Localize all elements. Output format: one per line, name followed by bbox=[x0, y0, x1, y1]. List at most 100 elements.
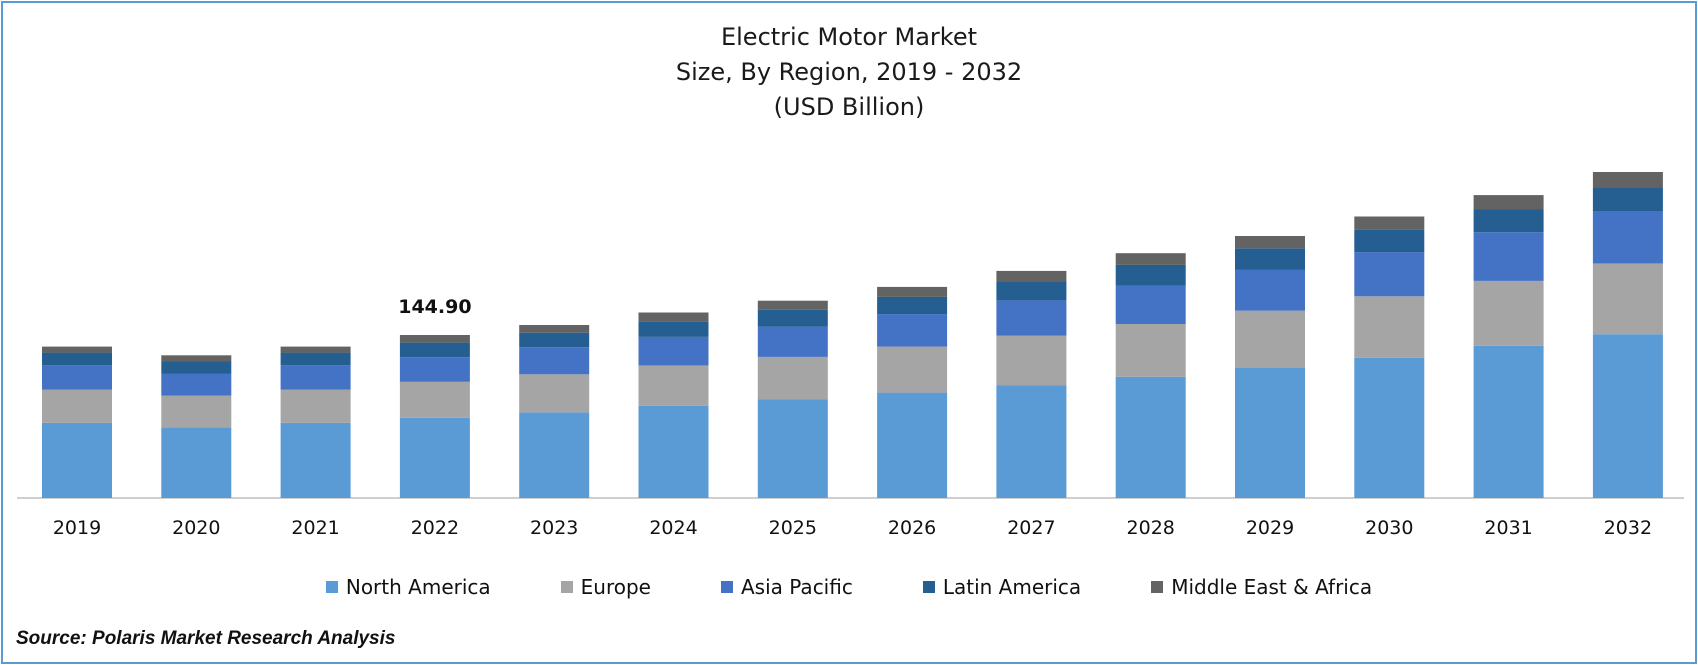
bar-2029-latin-america bbox=[1235, 248, 1305, 270]
bar-2031-asia-pacific bbox=[1473, 232, 1544, 281]
bar-2022-north-america bbox=[399, 417, 470, 498]
bar-2030-latin-america bbox=[1354, 229, 1425, 253]
bar-2025-north-america bbox=[757, 399, 828, 498]
legend-label-asia-pacific: Asia Pacific bbox=[741, 575, 853, 599]
chart-title: Electric Motor Market Size, By Region, 2… bbox=[0, 20, 1698, 125]
bar-2020-north-america bbox=[161, 427, 232, 498]
bar-2026-middle-east-africa bbox=[877, 286, 948, 297]
bar-2029-middle-east-africa bbox=[1235, 236, 1305, 249]
bar-2031-europe bbox=[1473, 280, 1544, 346]
chart-title-line-2: Size, By Region, 2019 - 2032 bbox=[675, 58, 1023, 86]
bar-2019-middle-east-africa bbox=[42, 346, 112, 353]
bar-2029-asia-pacific bbox=[1235, 269, 1305, 311]
bar-2022-europe bbox=[399, 381, 470, 418]
legend-swatch-latin-america bbox=[922, 581, 935, 593]
bar-2027-asia-pacific bbox=[996, 300, 1067, 336]
bar-2028-europe bbox=[1115, 324, 1186, 377]
legend-item-north-america: North America bbox=[325, 572, 491, 602]
bar-2025-middle-east-africa bbox=[757, 300, 828, 310]
bar-2020-middle-east-africa bbox=[161, 355, 232, 362]
chart-title-line-1: Electric Motor Market bbox=[720, 23, 978, 51]
legend-item-asia-pacific: Asia Pacific bbox=[721, 572, 853, 602]
data-label-2022: 144.90 bbox=[398, 296, 471, 318]
x-tick-label-2021: 2021 bbox=[291, 517, 339, 539]
source-note: Source: Polaris Market Research Analysis bbox=[16, 628, 396, 649]
bar-2024-middle-east-africa bbox=[638, 312, 709, 322]
chart-title-line-3: (USD Billion) bbox=[773, 93, 925, 121]
bar-2027-europe bbox=[996, 335, 1067, 386]
bar-2032-north-america bbox=[1592, 334, 1663, 498]
bar-2032-latin-america bbox=[1592, 187, 1663, 212]
legend-label-north-america: North America bbox=[345, 575, 491, 599]
bar-2030-north-america bbox=[1354, 357, 1425, 498]
bar-2028-asia-pacific bbox=[1115, 285, 1186, 324]
bar-2027-north-america bbox=[996, 385, 1067, 498]
x-tick-label-2019: 2019 bbox=[53, 517, 101, 539]
bar-2031-latin-america bbox=[1473, 209, 1544, 233]
legend-label-latin-america: Latin America bbox=[942, 575, 1082, 599]
bar-2021-europe bbox=[280, 389, 351, 423]
x-tick-label-2023: 2023 bbox=[530, 517, 578, 539]
bar-2027-middle-east-africa bbox=[996, 270, 1067, 282]
bar-2023-europe bbox=[519, 374, 590, 413]
x-tick-label-2026: 2026 bbox=[888, 517, 936, 539]
x-tick-label-2028: 2028 bbox=[1127, 517, 1175, 539]
bar-2028-latin-america bbox=[1115, 264, 1186, 286]
legend-label-europe: Europe bbox=[580, 575, 651, 599]
legend-swatch-europe bbox=[560, 581, 573, 593]
legend-swatch-middle-east-africa bbox=[1151, 581, 1164, 593]
bar-2024-europe bbox=[638, 365, 709, 406]
bar-2019-latin-america bbox=[42, 352, 112, 366]
x-tick-label-2032: 2032 bbox=[1604, 517, 1652, 539]
legend-swatch-north-america bbox=[325, 581, 338, 593]
legend-item-europe: Europe bbox=[560, 572, 651, 602]
bar-2025-latin-america bbox=[757, 309, 828, 327]
bar-2030-asia-pacific bbox=[1354, 252, 1425, 297]
bar-2024-north-america bbox=[638, 405, 709, 498]
bar-2023-asia-pacific bbox=[519, 347, 590, 375]
x-tick-label-2031: 2031 bbox=[1484, 517, 1532, 539]
bar-2019-north-america bbox=[42, 422, 112, 498]
bar-2019-asia-pacific bbox=[42, 365, 112, 390]
x-tick-label-2024: 2024 bbox=[649, 517, 697, 539]
bar-2025-europe bbox=[757, 356, 828, 400]
bar-2026-north-america bbox=[877, 392, 948, 498]
bar-2026-asia-pacific bbox=[877, 314, 948, 347]
bar-2021-north-america bbox=[280, 422, 351, 498]
bar-2028-north-america bbox=[1115, 376, 1186, 498]
bar-2022-middle-east-africa bbox=[399, 335, 470, 343]
x-tick-label-2029: 2029 bbox=[1246, 517, 1294, 539]
bar-2032-europe bbox=[1592, 263, 1663, 335]
bar-2028-middle-east-africa bbox=[1115, 253, 1186, 265]
legend-swatch-asia-pacific bbox=[721, 581, 733, 593]
bar-2031-north-america bbox=[1473, 345, 1544, 498]
bar-2026-europe bbox=[877, 346, 948, 393]
bar-2020-asia-pacific bbox=[161, 373, 232, 396]
bar-2021-middle-east-africa bbox=[280, 346, 351, 353]
x-tick-label-2030: 2030 bbox=[1365, 517, 1413, 539]
legend-item-latin-america: Latin America bbox=[922, 572, 1082, 602]
bar-2027-latin-america bbox=[996, 281, 1067, 301]
bar-2020-europe bbox=[161, 395, 232, 428]
legend-label-middle-east-africa: Middle East & Africa bbox=[1171, 575, 1373, 599]
x-tick-label-2022: 2022 bbox=[411, 517, 459, 539]
legend-item-middle-east-africa: Middle East & Africa bbox=[1151, 572, 1372, 602]
bar-2032-asia-pacific bbox=[1592, 211, 1663, 264]
x-tick-label-2027: 2027 bbox=[1007, 517, 1055, 539]
bar-2029-europe bbox=[1235, 310, 1305, 368]
bar-2031-middle-east-africa bbox=[1473, 195, 1544, 210]
bar-2030-middle-east-africa bbox=[1354, 216, 1425, 230]
bar-2021-asia-pacific bbox=[280, 365, 351, 390]
bar-2029-north-america bbox=[1235, 368, 1305, 498]
bar-2032-middle-east-africa bbox=[1592, 172, 1663, 188]
bar-2026-latin-america bbox=[877, 296, 948, 315]
x-tick-label-2025: 2025 bbox=[769, 517, 817, 539]
bar-2023-north-america bbox=[519, 412, 590, 498]
bar-2021-latin-america bbox=[280, 352, 351, 366]
bar-2024-asia-pacific bbox=[638, 336, 709, 366]
bar-2023-latin-america bbox=[519, 332, 590, 348]
bar-2020-latin-america bbox=[161, 361, 232, 374]
bar-2022-latin-america bbox=[399, 342, 470, 358]
bar-2025-asia-pacific bbox=[757, 326, 828, 357]
